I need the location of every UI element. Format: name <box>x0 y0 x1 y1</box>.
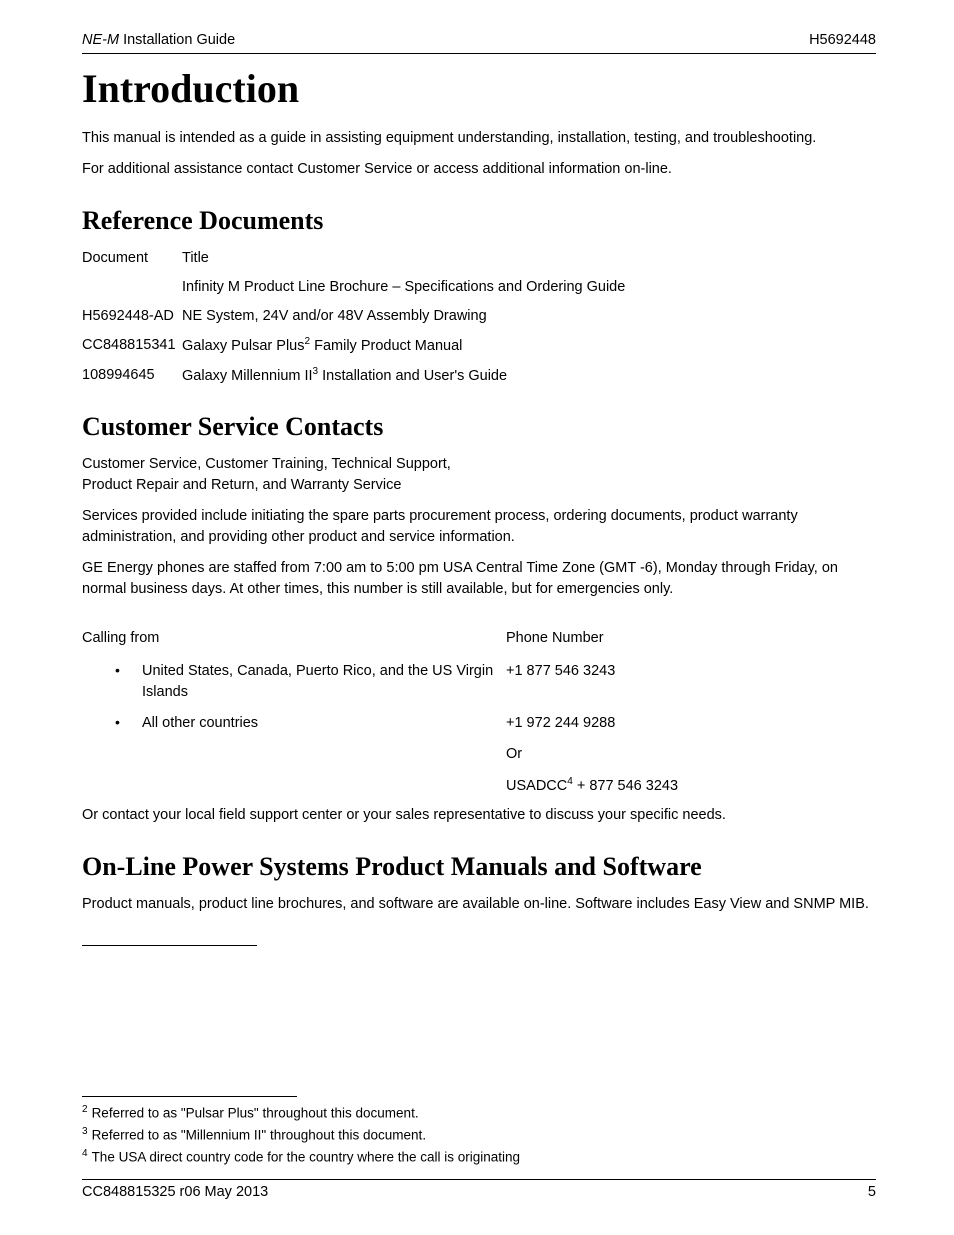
contacts-paragraph-2: Services provided include initiating the… <box>82 506 876 548</box>
doc-id <box>82 277 182 298</box>
table-row: H5692448-AD NE System, 24V and/or 48V As… <box>82 306 876 327</box>
phone-table: Calling from Phone Number • United State… <box>82 628 876 797</box>
footer-rule <box>82 1179 876 1180</box>
doc-id: 108994645 <box>82 365 182 387</box>
footnote-number: 2 <box>82 1104 88 1115</box>
table-row: • United States, Canada, Puerto Rico, an… <box>82 661 876 703</box>
doc-title: Infinity M Product Line Brochure – Speci… <box>182 277 876 298</box>
bullet-icon: • <box>82 661 142 679</box>
table-row: CC848815341 Galaxy Pulsar Plus2 Family P… <box>82 335 876 357</box>
header-right: H5692448 <box>809 30 876 51</box>
column-header-title: Title <box>182 248 876 269</box>
doc-title-pre: Galaxy Millennium II <box>182 367 313 383</box>
table-header-row: Document Title <box>82 248 876 269</box>
phone-pre: USADCC <box>506 778 567 794</box>
table-row: • All other countries +1 972 244 9288 Or… <box>82 713 876 797</box>
doc-id: CC848815341 <box>82 335 182 357</box>
page-footer: CC848815325 r06 May 2013 5 <box>82 1182 876 1203</box>
footnote-number: 3 <box>82 1126 88 1137</box>
footnotes: 2 Referred to as "Pulsar Plus" throughout… <box>82 1096 876 1169</box>
footnote-number: 4 <box>82 1148 88 1159</box>
doc-title-post: Installation and User's Guide <box>318 367 507 383</box>
online-heading: On-Line Power Systems Product Manuals an… <box>82 848 876 886</box>
phone-number: +1 877 546 3243 <box>506 661 876 682</box>
contacts-paragraph-3: GE Energy phones are staffed from 7:00 a… <box>82 558 876 600</box>
reference-documents-table: Document Title Infinity M Product Line B… <box>82 248 876 387</box>
bullet-icon: • <box>82 713 142 731</box>
phone-numbers: +1 972 244 9288 Or USADCC4 + 877 546 324… <box>506 713 876 797</box>
calling-from: All other countries <box>142 713 506 734</box>
intro-paragraph-2: For additional assistance contact Custom… <box>82 159 876 180</box>
header-left-rest: Installation Guide <box>119 32 235 48</box>
column-header-phone: Phone Number <box>506 628 876 649</box>
page-number: 5 <box>868 1182 876 1203</box>
intro-paragraph-1: This manual is intended as a guide in as… <box>82 128 876 149</box>
phone-post: + 877 546 3243 <box>573 778 678 794</box>
column-header-calling-from: Calling from <box>82 628 506 649</box>
phone-number: +1 972 244 9288 <box>506 713 876 734</box>
footnote: 3 Referred to as "Millennium II" througho… <box>82 1125 876 1145</box>
header-left-italic: NE-M <box>82 32 119 48</box>
page-title: Introduction <box>82 60 876 118</box>
phone-number: USADCC4 + 877 546 3243 <box>506 775 876 797</box>
calling-from: United States, Canada, Puerto Rico, and … <box>142 661 506 703</box>
customer-service-heading: Customer Service Contacts <box>82 408 876 446</box>
reference-documents-heading: Reference Documents <box>82 202 876 240</box>
footnote: 4 The USA direct country code for the cou… <box>82 1147 876 1167</box>
doc-id: H5692448-AD <box>82 306 182 327</box>
footnote-text: Referred to as "Millennium II" throughou… <box>92 1127 427 1142</box>
doc-title: Galaxy Millennium II3 Installation and U… <box>182 365 876 387</box>
footnote: 2 Referred to as "Pulsar Plus" throughout… <box>82 1103 876 1123</box>
contacts-paragraph-1: Customer Service, Customer Training, Tec… <box>82 454 502 496</box>
doc-title-post: Family Product Manual <box>310 338 462 354</box>
doc-title: NE System, 24V and/or 48V Assembly Drawi… <box>182 306 876 327</box>
section-rule <box>82 945 257 946</box>
doc-title: Galaxy Pulsar Plus2 Family Product Manua… <box>182 335 876 357</box>
footer-left: CC848815325 r06 May 2013 <box>82 1182 268 1203</box>
phone-or: Or <box>506 744 876 765</box>
footnote-rule <box>82 1096 297 1097</box>
online-paragraph-1: Product manuals, product line brochures,… <box>82 894 876 915</box>
doc-title-pre: Galaxy Pulsar Plus <box>182 338 305 354</box>
footnote-text: The USA direct country code for the coun… <box>92 1149 520 1164</box>
table-row: 108994645 Galaxy Millennium II3 Installa… <box>82 365 876 387</box>
table-header-row: Calling from Phone Number <box>82 628 876 649</box>
page-header: NE-M Installation Guide H5692448 <box>82 30 876 54</box>
footnote-text: Referred to as "Pulsar Plus" throughout … <box>92 1105 419 1120</box>
header-left: NE-M Installation Guide <box>82 30 235 51</box>
table-row: Infinity M Product Line Brochure – Speci… <box>82 277 876 298</box>
column-header-document: Document <box>82 248 182 269</box>
contacts-paragraph-4: Or contact your local field support cent… <box>82 805 876 826</box>
